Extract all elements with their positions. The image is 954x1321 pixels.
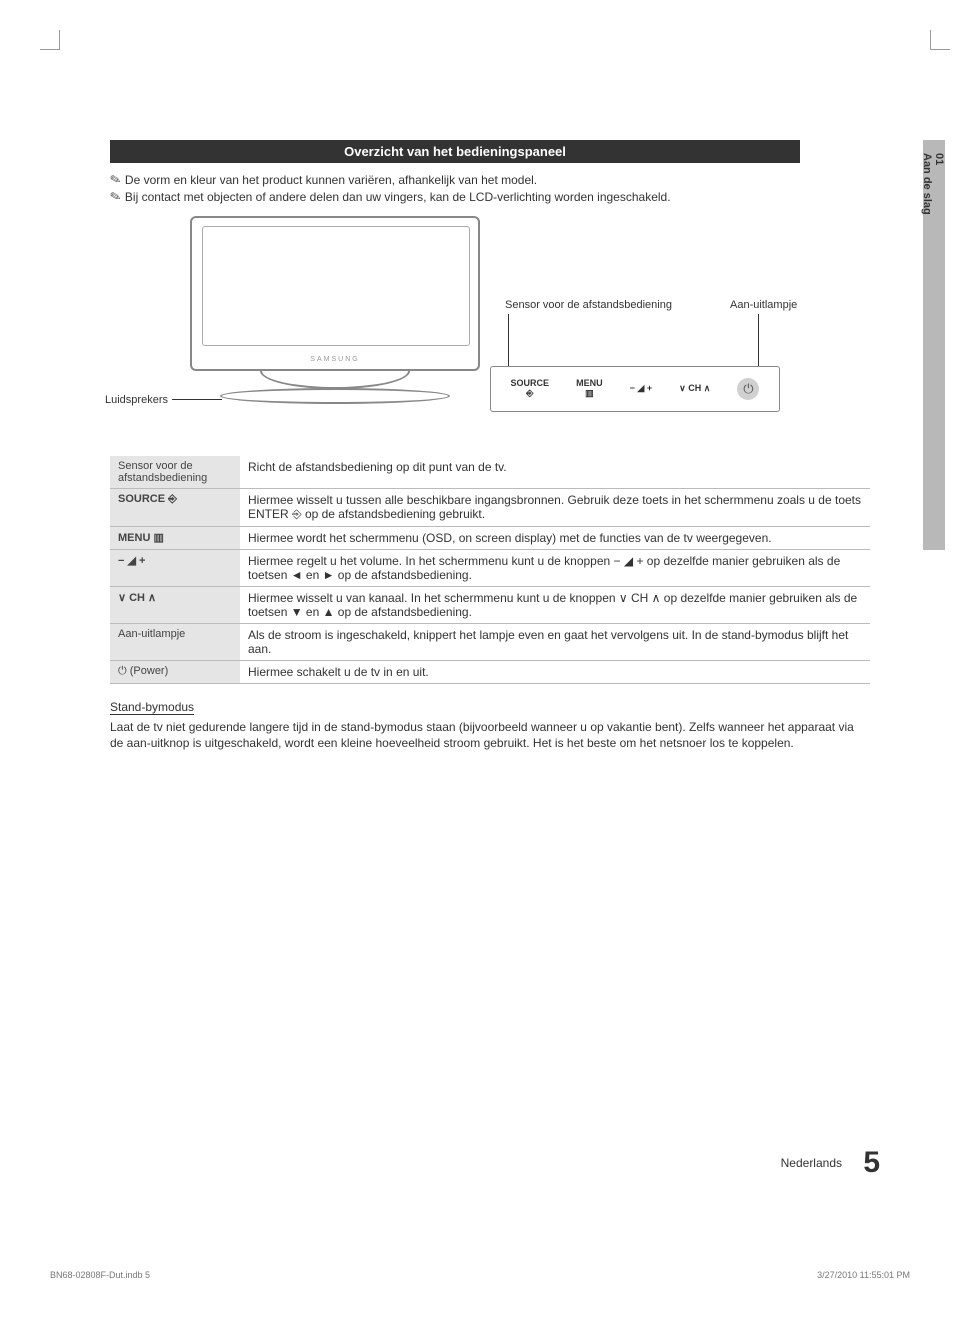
row-label: Sensor voor de afstandsbediening <box>110 456 240 489</box>
note-text: Bij contact met objecten of andere delen… <box>125 190 671 204</box>
control-panel: SOURCE ⎆ MENU ▥ − ◢ + ∨ CH ∧ ⏻ <box>490 366 780 412</box>
table-row: MENU ▥Hiermee wordt het schermmenu (OSD,… <box>110 527 870 550</box>
label-speakers: Luidsprekers <box>105 394 168 406</box>
tv-brand: SAMSUNG <box>192 356 478 363</box>
row-label: Aan-uitlampje <box>110 624 240 661</box>
label-power-led: Aan-uitlampje <box>730 299 797 311</box>
standby-body: Laat de tv niet gedurende langere tijd i… <box>110 719 870 751</box>
row-description: Hiermee regelt u het volume. In het sche… <box>240 550 870 587</box>
power-icon: ⏻ <box>743 381 753 397</box>
panel-menu-label: MENU <box>576 378 603 388</box>
panel-source: SOURCE ⎆ <box>511 379 550 399</box>
page: 01 Aan de slag Overzicht van het bedieni… <box>50 30 920 1290</box>
row-description: Richt de afstandsbediening op dit punt v… <box>240 456 870 489</box>
row-description: Hiermee wordt het schermmenu (OSD, on sc… <box>240 527 870 550</box>
panel-source-label: SOURCE <box>511 378 550 388</box>
note-icon: ✎ <box>109 189 123 204</box>
panel-power: ⏻ <box>737 378 759 400</box>
table-row: − ◢ +Hiermee regelt u het volume. In het… <box>110 550 870 587</box>
row-label: SOURCE ⎆ <box>110 489 240 527</box>
row-label: ∨ CH ∧ <box>110 587 240 624</box>
tv-stand-neck <box>260 371 410 389</box>
callout-line <box>758 314 759 366</box>
panel-volume: − ◢ + <box>630 384 652 394</box>
note-line: ✎ Bij contact met objecten of andere del… <box>110 190 860 204</box>
standby-heading: Stand-bymodus <box>110 700 194 715</box>
side-tab: 01 Aan de slag <box>923 140 945 550</box>
footer-language: Nederlands <box>781 1156 842 1170</box>
standby-section: Stand-bymodus Laat de tv niet gedurende … <box>110 700 860 751</box>
row-label: − ◢ + <box>110 550 240 587</box>
tv-body: SAMSUNG <box>190 216 480 371</box>
table-row: SOURCE ⎆Hiermee wisselt u tussen alle be… <box>110 489 870 527</box>
footer-meta-left: BN68-02808F-Dut.indb 5 <box>50 1270 150 1280</box>
row-description: Hiermee schakelt u de tv in en uit. <box>240 661 870 684</box>
side-tab-label: 01 Aan de slag <box>923 153 945 215</box>
side-tab-text: Aan de slag <box>921 153 933 215</box>
section-heading: Overzicht van het bedieningspaneel <box>110 140 800 163</box>
table-row: Sensor voor de afstandsbedieningRicht de… <box>110 456 870 489</box>
callout-line <box>172 399 222 400</box>
note-line: ✎ De vorm en kleur van het product kunne… <box>110 173 860 187</box>
panel-menu: MENU ▥ <box>576 379 603 399</box>
table-row: ∨ CH ∧Hiermee wisselt u van kanaal. In h… <box>110 587 870 624</box>
content: Overzicht van het bedieningspaneel ✎ De … <box>50 30 920 751</box>
row-description: Hiermee wisselt u tussen alle beschikbar… <box>240 489 870 527</box>
note-text: De vorm en kleur van het product kunnen … <box>125 173 537 187</box>
row-description: Hiermee wisselt u van kanaal. In het sch… <box>240 587 870 624</box>
row-label: MENU ▥ <box>110 527 240 550</box>
table-row: ⏻ (Power)Hiermee schakelt u de tv in en … <box>110 661 870 684</box>
tv-diagram: SAMSUNG Luidsprekers Sensor voor de afst… <box>110 216 800 426</box>
row-description: Als de stroom is ingeschakeld, knippert … <box>240 624 870 661</box>
tv-screen <box>202 226 470 346</box>
label-sensor: Sensor voor de afstandsbediening <box>505 299 672 311</box>
source-icon: ⎆ <box>526 388 533 398</box>
row-label: ⏻ (Power) <box>110 661 240 684</box>
footer-page-number: 5 <box>863 1146 880 1180</box>
callout-line <box>508 314 509 366</box>
note-icon: ✎ <box>109 172 123 187</box>
side-tab-number: 01 <box>933 153 945 209</box>
table-row: Aan-uitlampjeAls de stroom is ingeschake… <box>110 624 870 661</box>
function-table: Sensor voor de afstandsbedieningRicht de… <box>110 456 870 684</box>
footer-meta-right: 3/27/2010 11:55:01 PM <box>817 1270 910 1280</box>
panel-channel: ∨ CH ∧ <box>679 384 710 394</box>
menu-icon: ▥ <box>585 388 594 398</box>
crop-mark <box>930 30 950 50</box>
tv-stand-base <box>220 388 450 404</box>
